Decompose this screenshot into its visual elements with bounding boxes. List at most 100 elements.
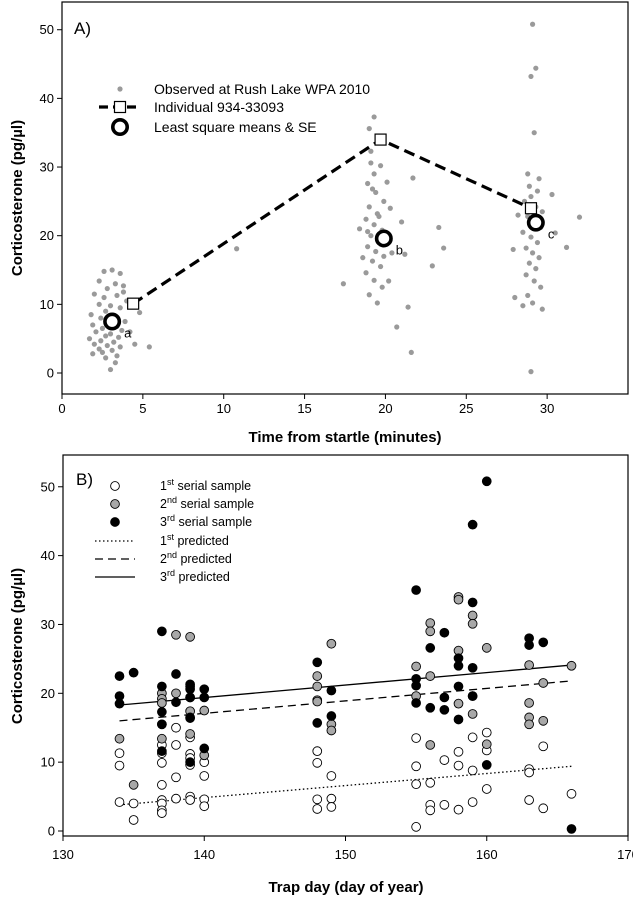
x-tick-label: 15 <box>297 401 311 416</box>
observed-point <box>529 300 536 306</box>
third-sample-point <box>157 719 167 730</box>
x-tick-label: 160 <box>476 847 498 862</box>
observed-point <box>520 303 526 309</box>
third-sample-point <box>467 662 478 673</box>
observed-point <box>408 349 414 356</box>
observed-point <box>365 244 371 250</box>
third-sample-point <box>538 637 549 648</box>
observed-point <box>512 294 518 301</box>
first-sample-point <box>524 767 534 778</box>
observed-point <box>109 347 115 353</box>
y-tick-label: 40 <box>40 91 54 106</box>
second-sample-point <box>425 671 436 681</box>
observed-point <box>365 180 371 187</box>
third-sample-point <box>453 714 464 725</box>
second-sample-point <box>524 660 534 670</box>
legend-marker <box>110 481 120 491</box>
panel-a-chart: 0 5 10 15 20 25 30 0 10 20 30 40 50 Time from startle… <box>9 1 629 446</box>
observed-point <box>533 266 539 272</box>
third-sample-point <box>439 692 450 703</box>
observed-point <box>117 305 123 311</box>
observed-point <box>91 291 97 297</box>
observed-point <box>96 278 102 284</box>
observed-point <box>381 198 387 204</box>
observed-point <box>109 267 115 273</box>
observed-point <box>114 292 120 299</box>
individual-point <box>127 297 140 310</box>
observed-point <box>369 186 376 192</box>
y-tick-label: 0 <box>48 824 55 839</box>
second-sample-point <box>467 709 478 719</box>
y-tick-label: 10 <box>40 297 54 312</box>
first-sample-point <box>312 746 323 756</box>
individual-point <box>374 133 387 146</box>
observed-point <box>436 224 442 231</box>
individual-point <box>524 202 538 215</box>
legend-label: 3rd serial sample <box>160 513 252 529</box>
first-sample-point <box>185 795 195 805</box>
predicted-line-dashed <box>119 680 572 722</box>
observed-point <box>103 355 109 361</box>
observed-point <box>366 204 372 210</box>
first-sample-point <box>157 808 167 818</box>
observed-point <box>101 268 107 274</box>
observed-point <box>363 270 369 276</box>
observed-point <box>528 193 534 200</box>
third-sample-point <box>467 597 478 608</box>
first-sample-point <box>171 772 181 783</box>
third-sample-point <box>171 697 181 708</box>
second-sample-point <box>185 632 195 642</box>
third-sample-point <box>199 684 210 695</box>
first-sample-point <box>171 722 181 733</box>
first-sample-point <box>453 804 464 815</box>
group-label: a <box>124 326 132 341</box>
second-sample-point <box>453 594 464 605</box>
first-sample-point <box>467 732 478 743</box>
y-tick-label: 20 <box>40 228 54 243</box>
observed-point <box>117 270 123 277</box>
first-sample-point <box>467 797 478 807</box>
third-sample-point <box>467 519 478 530</box>
observed-point <box>107 303 114 309</box>
y-tick-label: 50 <box>41 479 55 494</box>
x-tick-label: 140 <box>193 847 215 862</box>
observed-point <box>117 344 123 350</box>
legend-marker <box>110 517 120 527</box>
observed-point <box>529 250 536 256</box>
legend: Observed at Rush Lake WPA 2010 Individual… <box>99 81 370 137</box>
third-sample-point <box>185 713 195 723</box>
observed-point <box>365 228 371 235</box>
legend-label: Individual 934-33093 <box>154 99 284 115</box>
observed-point <box>368 148 374 154</box>
second-sample-point <box>538 715 549 726</box>
observed-point <box>576 214 583 220</box>
x-tick-label: 5 <box>139 401 146 416</box>
observed-point <box>536 255 542 261</box>
third-sample-point <box>114 698 125 709</box>
observed-point <box>363 216 369 222</box>
observed-point <box>534 188 541 194</box>
first-sample-point <box>439 755 450 765</box>
second-sample-point <box>566 660 577 671</box>
second-sample-point <box>199 705 210 716</box>
first-sample-point <box>481 727 492 738</box>
first-sample-point <box>411 779 421 790</box>
second-sample-point <box>467 618 478 629</box>
second-sample-point <box>538 678 549 688</box>
third-sample-point <box>411 680 421 691</box>
panel-label: B) <box>76 470 93 489</box>
first-sample-point <box>326 793 337 804</box>
third-sample-point <box>185 757 195 768</box>
second-sample-point <box>524 698 534 708</box>
x-axis-title: Trap day (day of year) <box>268 879 423 896</box>
observed-point <box>377 263 384 270</box>
observed-point <box>523 245 529 251</box>
observed-point <box>371 171 377 177</box>
observed-point <box>132 341 138 347</box>
legend-label: 1st predicted <box>160 532 229 548</box>
observed-point <box>371 222 377 228</box>
legend-lsm-marker <box>111 118 130 137</box>
second-sample-point <box>425 618 436 628</box>
legend-label: 3rd predicted <box>160 568 230 584</box>
first-sample-point <box>312 757 323 768</box>
